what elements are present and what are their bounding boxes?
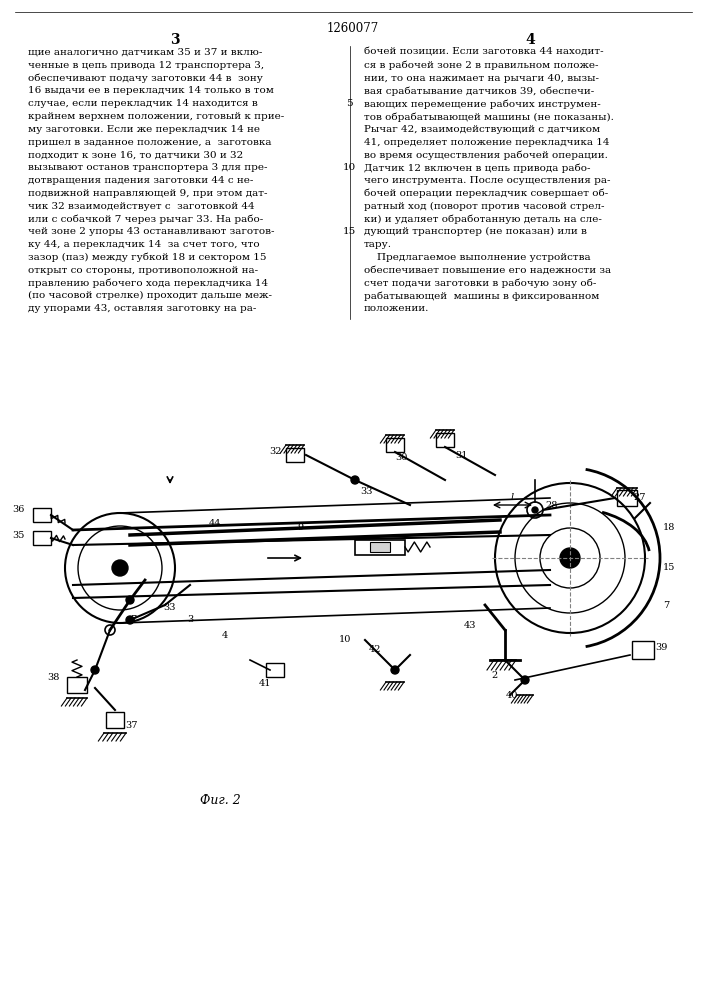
Circle shape	[560, 548, 580, 568]
Text: l: l	[510, 493, 513, 502]
Text: правлению рабочего хода перекладчика 14: правлению рабочего хода перекладчика 14	[28, 278, 268, 288]
Circle shape	[391, 666, 399, 674]
Text: нии, то она нажимает на рычаги 40, вызы-: нии, то она нажимает на рычаги 40, вызы-	[364, 74, 599, 83]
Text: чей зоне 2 упоры 43 останавливают заготов-: чей зоне 2 упоры 43 останавливают загото…	[28, 227, 274, 236]
Bar	[67, 677, 87, 693]
Text: дующий транспортер (не показан) или в: дующий транспортер (не показан) или в	[364, 227, 587, 236]
Text: подвижной направляющей 9, при этом дат-: подвижной направляющей 9, при этом дат-	[28, 189, 267, 198]
Text: чик 32 взаимодействует с  заготовкой 44: чик 32 взаимодействует с заготовкой 44	[28, 202, 255, 211]
Text: Фиг. 2: Фиг. 2	[200, 794, 241, 806]
Text: 15: 15	[663, 564, 675, 572]
Text: 41, определяет положение перекладчика 14: 41, определяет положение перекладчика 14	[364, 138, 609, 147]
Text: 31: 31	[455, 450, 467, 460]
Text: во время осуществления рабочей операции.: во время осуществления рабочей операции.	[364, 150, 608, 160]
Text: щие аналогично датчикам 35 и 37 и вклю-: щие аналогично датчикам 35 и 37 и вклю-	[28, 48, 262, 57]
Bar	[286, 448, 304, 462]
Bar	[386, 438, 404, 452]
Text: му заготовки. Если же перекладчик 14 не: му заготовки. Если же перекладчик 14 не	[28, 125, 260, 134]
Text: чего инструмента. После осуществления ра-: чего инструмента. После осуществления ра…	[364, 176, 611, 185]
Text: положении.: положении.	[364, 304, 429, 313]
Text: 3: 3	[187, 615, 193, 624]
Text: ратный ход (поворот против часовой стрел-: ратный ход (поворот против часовой стрел…	[364, 202, 604, 211]
Text: пришел в заданное положение, а  заготовка: пришел в заданное положение, а заготовка	[28, 138, 271, 147]
Text: 44: 44	[209, 520, 221, 528]
Circle shape	[126, 616, 134, 624]
Bar	[355, 540, 405, 555]
Text: обеспечивают подачу заготовки 44 в  зону: обеспечивают подачу заготовки 44 в зону	[28, 74, 263, 83]
Text: 9: 9	[297, 524, 303, 532]
Text: рабатывающей  машины в фиксированном: рабатывающей машины в фиксированном	[364, 291, 600, 301]
Text: открыт со стороны, противоположной на-: открыт со стороны, противоположной на-	[28, 266, 258, 275]
Circle shape	[126, 596, 134, 604]
Text: 38: 38	[47, 674, 60, 682]
Text: тару.: тару.	[364, 240, 392, 249]
Text: 4: 4	[222, 631, 228, 640]
Text: ку 44, а перекладчик 14  за счет того, что: ку 44, а перекладчик 14 за счет того, чт…	[28, 240, 259, 249]
Text: 37: 37	[125, 720, 137, 730]
Text: подходит к зоне 16, то датчики 30 и 32: подходит к зоне 16, то датчики 30 и 32	[28, 150, 243, 159]
Text: Датчик 12 включен в цепь привода рабо-: Датчик 12 включен в цепь привода рабо-	[364, 163, 590, 173]
Circle shape	[521, 676, 529, 684]
Text: 10: 10	[339, 636, 351, 645]
Text: 41: 41	[259, 680, 271, 688]
Text: 33: 33	[360, 488, 373, 496]
Text: бочей операции перекладчик совершает об-: бочей операции перекладчик совершает об-	[364, 189, 608, 198]
Bar	[266, 663, 284, 677]
Text: 27: 27	[633, 493, 645, 502]
Text: ся в рабочей зоне 2 в правильном положе-: ся в рабочей зоне 2 в правильном положе-	[364, 61, 599, 70]
Text: 40: 40	[506, 690, 518, 700]
Circle shape	[112, 560, 128, 576]
Text: 35: 35	[13, 530, 25, 540]
Text: зазор (паз) между губкой 18 и сектором 15: зазор (паз) между губкой 18 и сектором 1…	[28, 253, 267, 262]
Text: 36: 36	[13, 506, 25, 514]
Text: бочей позиции. Если заготовка 44 находит-: бочей позиции. Если заготовка 44 находит…	[364, 48, 604, 57]
Bar	[106, 712, 124, 728]
Bar	[632, 641, 654, 659]
Bar	[33, 531, 51, 545]
Text: 16 выдачи ее в перекладчик 14 только в том: 16 выдачи ее в перекладчик 14 только в т…	[28, 86, 274, 95]
Text: 3: 3	[170, 33, 180, 47]
Text: 7: 7	[130, 615, 136, 624]
Text: 2: 2	[492, 670, 498, 680]
Circle shape	[351, 476, 359, 484]
Text: дотвращения падения заготовки 44 с не-: дотвращения падения заготовки 44 с не-	[28, 176, 253, 185]
Text: Предлагаемое выполнение устройства: Предлагаемое выполнение устройства	[364, 253, 590, 262]
Bar	[33, 508, 51, 522]
Text: 18: 18	[663, 524, 675, 532]
Text: 7: 7	[663, 600, 670, 609]
Circle shape	[91, 666, 99, 674]
Text: 30: 30	[395, 454, 407, 462]
Text: вая срабатывание датчиков 39, обеспечи-: вая срабатывание датчиков 39, обеспечи-	[364, 86, 595, 96]
Text: 39: 39	[655, 644, 667, 652]
Text: или с собачкой 7 через рычаг 33. На рабо-: или с собачкой 7 через рычаг 33. На рабо…	[28, 214, 263, 224]
Text: (по часовой стрелке) проходит дальше меж-: (по часовой стрелке) проходит дальше меж…	[28, 291, 272, 300]
Text: 15: 15	[342, 227, 356, 236]
Text: 42: 42	[369, 646, 381, 654]
Bar	[436, 433, 454, 447]
Text: 1260077: 1260077	[327, 22, 379, 35]
Text: 33: 33	[164, 603, 176, 612]
Text: ки) и удаляет обработанную деталь на сле-: ки) и удаляет обработанную деталь на сле…	[364, 214, 602, 224]
Text: 4: 4	[525, 33, 535, 47]
Text: случае, если перекладчик 14 находится в: случае, если перекладчик 14 находится в	[28, 99, 258, 108]
Text: ду упорами 43, оставляя заготовку на ра-: ду упорами 43, оставляя заготовку на ра-	[28, 304, 257, 313]
Circle shape	[532, 507, 538, 513]
Text: 43: 43	[464, 620, 477, 630]
Text: 5: 5	[346, 99, 352, 108]
Text: ченные в цепь привода 12 транспортера 3,: ченные в цепь привода 12 транспортера 3,	[28, 61, 264, 70]
Bar	[370, 542, 390, 552]
Text: 32: 32	[269, 448, 282, 456]
Text: Рычаг 42, взаимодействующий с датчиком: Рычаг 42, взаимодействующий с датчиком	[364, 125, 600, 134]
Text: вающих перемещение рабочих инструмен-: вающих перемещение рабочих инструмен-	[364, 99, 601, 109]
Text: счет подачи заготовки в рабочую зону об-: счет подачи заготовки в рабочую зону об-	[364, 278, 597, 288]
Text: крайнем верхнем положении, готовый к прие-: крайнем верхнем положении, готовый к при…	[28, 112, 284, 121]
Bar	[617, 490, 637, 506]
Text: тов обрабатывающей машины (не показаны).: тов обрабатывающей машины (не показаны).	[364, 112, 614, 121]
Text: 28: 28	[545, 500, 557, 510]
Text: 10: 10	[342, 163, 356, 172]
Text: вызывают останов транспортера 3 для пре-: вызывают останов транспортера 3 для пре-	[28, 163, 267, 172]
Text: обеспечивает повышение его надежности за: обеспечивает повышение его надежности за	[364, 266, 611, 275]
